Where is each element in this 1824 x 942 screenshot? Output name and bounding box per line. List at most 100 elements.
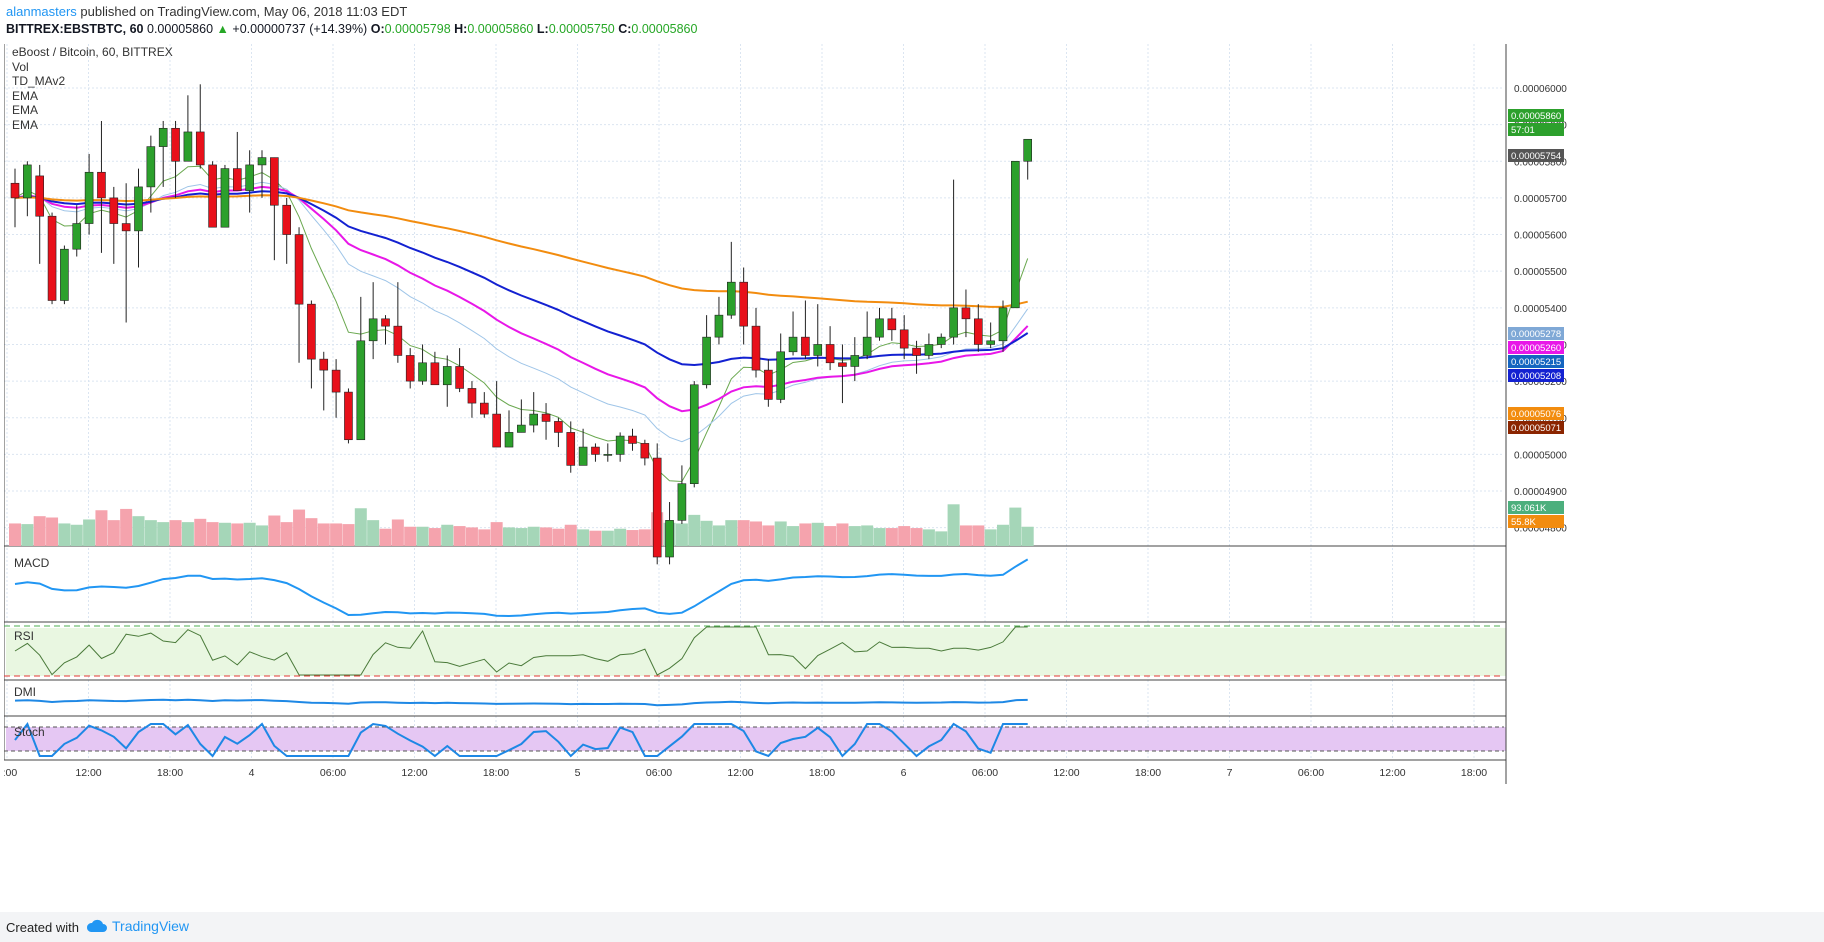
price-tick: 0.00005500 (1514, 267, 1567, 278)
legend-ema-1: EMA (12, 89, 38, 103)
price-label-box (1508, 355, 1564, 368)
price-label-box (1508, 407, 1564, 420)
candle-body (973, 318, 983, 345)
volume-bar (157, 522, 170, 546)
tradingview-link[interactable]: TradingView (86, 918, 189, 934)
stoch-label: Stoch (14, 725, 45, 739)
price-label: 0.00005071 (1511, 423, 1561, 434)
legend-td: TD_MAv2 (12, 74, 65, 88)
volume-bar (540, 527, 553, 546)
volume-bar (984, 529, 997, 546)
volume-bar (280, 522, 293, 546)
volume-bar (83, 519, 96, 546)
created-with: Created with (6, 920, 79, 935)
candle-body (924, 344, 934, 356)
volume-bar (404, 526, 417, 546)
candle-body (591, 446, 600, 455)
volume-bar (503, 527, 515, 546)
price-label: 0.00005260 (1511, 343, 1561, 354)
chart-svg[interactable]: 0.000060000.000059000.000058000.00005700… (0, 44, 1820, 912)
change-arrow-icon: ▲ (216, 22, 229, 36)
footer: Created with TradingView (0, 912, 1824, 942)
candle-body (726, 281, 736, 316)
price-tick: 0.00004900 (1514, 487, 1567, 498)
dmi-label: DMI (14, 685, 36, 699)
legend-ema-2: EMA (12, 103, 38, 117)
volume-bar (181, 522, 194, 546)
author-link[interactable]: alanmasters (6, 4, 77, 19)
candle-body (566, 432, 576, 466)
candle-body (1011, 160, 1020, 309)
volume-bar (589, 530, 602, 546)
candle-body (183, 131, 193, 162)
candle-body (220, 168, 230, 228)
volume-bar (824, 526, 837, 546)
price-label-box (1508, 515, 1564, 528)
volume-bar (515, 528, 528, 546)
volume-bar (169, 520, 182, 546)
price-label: 93.061K (1511, 503, 1547, 514)
volume-bar (935, 531, 948, 546)
candle-body (751, 325, 761, 371)
price-label-box (1508, 341, 1564, 354)
candle-body (121, 223, 131, 232)
time-tick: 18:00 (809, 767, 835, 779)
time-tick: 06:00 (646, 767, 672, 779)
candle-body (492, 413, 501, 448)
time-tick: 4 (249, 767, 255, 779)
low-value: 0.00005750 (548, 22, 615, 36)
candle-body (949, 307, 958, 338)
legend-title: eBoost / Bitcoin, 60, BITTREX (12, 45, 173, 59)
candle-body (652, 457, 662, 558)
price-label-box (1508, 501, 1564, 514)
price-label-box (1508, 421, 1564, 434)
volume-bar (836, 523, 849, 546)
open-value: 0.00005798 (384, 22, 451, 36)
volume-bar (379, 528, 392, 546)
volume-bar (922, 529, 935, 546)
time-tick: 18:00 (157, 767, 183, 779)
tradingview-brand: TradingView (112, 918, 190, 934)
candle-body (628, 435, 637, 444)
stoch-k-line (14, 721, 1028, 758)
volume-bar (194, 518, 207, 546)
volume-bar (268, 515, 281, 546)
candle-body (455, 366, 464, 389)
candle-body (640, 443, 650, 459)
volume-bar (9, 523, 21, 546)
macd-line (14, 558, 1029, 618)
price-label: 55.8K (1511, 517, 1536, 528)
candle-body (10, 182, 20, 199)
volume-bar (441, 524, 454, 546)
candle-body (887, 318, 897, 331)
time-tick: 5 (575, 767, 581, 779)
candle-body (381, 318, 390, 327)
chart-area[interactable]: 0.000060000.000059000.000058000.00005700… (0, 44, 1820, 912)
volume-bar (144, 520, 157, 546)
candle-body (60, 248, 69, 301)
candle-body (998, 307, 1008, 342)
time-tick: 6 (901, 767, 907, 779)
price-label: 0.00005754 (1511, 151, 1561, 162)
volume-bar (1021, 526, 1034, 546)
candle-body (776, 351, 786, 400)
price-label-box (1508, 369, 1564, 382)
volume-bar (95, 510, 108, 546)
candle-body (764, 369, 773, 400)
volume-bar (21, 524, 34, 546)
candle-body (677, 483, 687, 521)
volume-bar (354, 508, 367, 546)
candle-body (504, 432, 514, 448)
volume-bar (218, 522, 231, 546)
time-tick: 18:00 (483, 767, 509, 779)
volume-bar (972, 525, 985, 546)
time-tick: 06:00 (320, 767, 346, 779)
volume-bar (428, 528, 441, 546)
candle-body (665, 520, 674, 558)
volume-bar (453, 526, 466, 546)
candle-body (936, 336, 946, 345)
volume-bar (342, 524, 355, 546)
candle-body (393, 325, 403, 356)
candle-body (517, 424, 526, 433)
candle-body (541, 413, 551, 422)
